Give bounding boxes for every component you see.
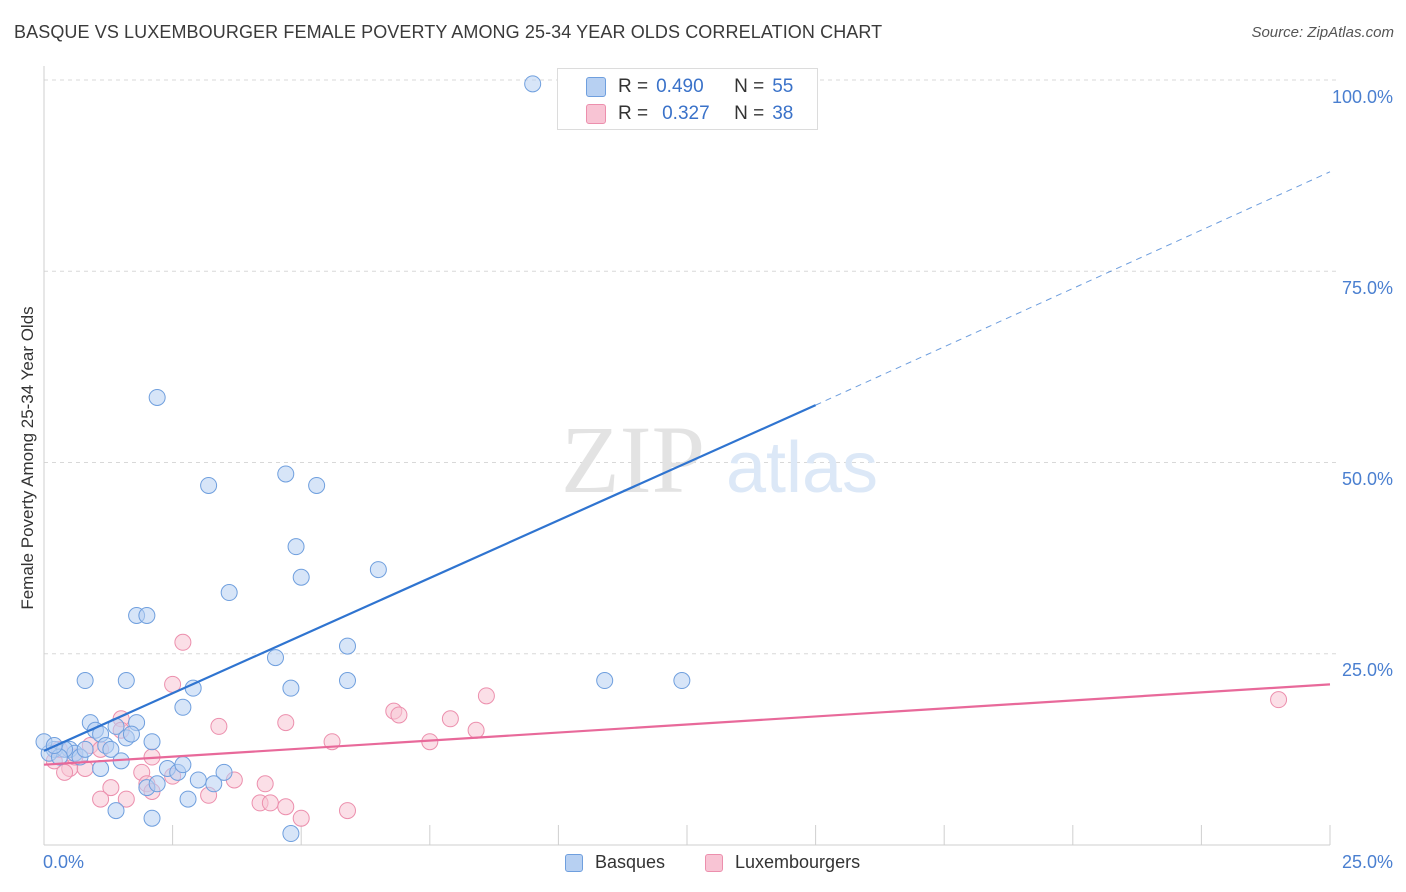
basques-point	[76, 740, 94, 758]
legend-item-luxembourgers[interactable]: Luxembourgers	[705, 852, 860, 873]
luxembourgers-point	[277, 714, 295, 732]
luxembourgers-point	[277, 798, 295, 816]
luxembourgers-point	[102, 779, 120, 797]
luxembourgers-legend-swatch	[705, 853, 723, 872]
chart-title: BASQUE VS LUXEMBOURGER FEMALE POVERTY AM…	[14, 22, 883, 42]
watermark: ZIP atlas	[561, 406, 878, 513]
n-value: 38	[772, 103, 794, 124]
basques-point	[673, 672, 691, 690]
luxembourgers-point	[1270, 691, 1288, 709]
luxembourgers-point	[441, 710, 459, 728]
basques-point	[282, 825, 300, 843]
luxembourgers-point	[261, 794, 279, 812]
basques-point	[266, 649, 284, 667]
luxembourgers-point	[56, 763, 74, 781]
basques-point	[308, 476, 326, 494]
luxembourgers-point	[467, 721, 485, 739]
basques-point	[205, 775, 223, 793]
basques-point	[122, 725, 140, 743]
y-tick-75: 75.0%	[1341, 278, 1393, 298]
legend-label-luxembourgers: Luxembourgers	[735, 852, 861, 872]
basques-point	[117, 672, 135, 690]
basques-point	[174, 698, 192, 716]
basques-swatch	[586, 77, 606, 97]
r-label: R =	[618, 76, 649, 97]
luxembourgers-trend-line	[43, 683, 1331, 766]
luxembourgers-point	[256, 775, 274, 793]
basques-trend-line	[43, 404, 817, 752]
axes	[43, 66, 1331, 846]
basques-point	[148, 388, 166, 406]
basques-point	[179, 790, 197, 808]
basques-point	[102, 740, 120, 758]
basques-point	[292, 568, 310, 586]
source-label: Source: ZipAtlas.com	[1251, 24, 1394, 41]
r-value: 0.327	[662, 103, 710, 124]
basques-point	[148, 775, 166, 793]
basques-point	[220, 584, 238, 602]
bottom-legend: Basques Luxembourgers	[0, 852, 1406, 878]
y-tick-50: 50.0%	[1341, 469, 1393, 489]
basques-point	[215, 763, 233, 781]
n-label: N =	[734, 76, 765, 97]
basques-point	[189, 771, 207, 789]
r-label: R =	[618, 103, 649, 124]
luxembourgers-point	[338, 802, 356, 820]
basques-point	[524, 75, 542, 93]
n-value: 55	[772, 76, 794, 97]
y-tick-25: 25.0%	[1341, 660, 1393, 680]
stats-row-basques: R = 0.490 N = 55	[558, 74, 793, 100]
basques-point	[76, 672, 94, 690]
grid-lines	[44, 79, 1336, 655]
basques-point	[369, 561, 387, 579]
basques-point	[174, 756, 192, 774]
basques-point	[338, 637, 356, 655]
legend-label-basques: Basques	[595, 852, 666, 872]
luxembourgers-point	[477, 687, 495, 705]
x-tick-min: 0.0%	[43, 852, 85, 872]
basques-point	[107, 802, 125, 820]
luxembourgers-swatch	[586, 104, 606, 124]
x-tick-max: 25.0%	[1341, 852, 1393, 872]
legend-item-basques[interactable]: Basques	[565, 852, 665, 873]
basques-legend-swatch	[565, 853, 583, 872]
basques-points	[35, 75, 691, 843]
luxembourgers-point	[292, 809, 310, 827]
basques-point	[282, 679, 300, 697]
stats-legend: R = 0.490 N = 55 R = 0.327 N = 38	[557, 68, 818, 130]
basques-point	[287, 538, 305, 556]
basques-point	[92, 760, 110, 777]
basques-point	[200, 476, 218, 494]
r-value: 0.490	[656, 76, 704, 97]
luxembourgers-point	[117, 790, 135, 808]
luxembourgers-point	[390, 706, 408, 724]
trend-lines	[43, 171, 1331, 766]
basques-point	[338, 672, 356, 690]
basques-point	[596, 672, 614, 690]
luxembourgers-point	[174, 633, 192, 651]
watermark-atlas: atlas	[726, 428, 878, 508]
basques-trend-extension	[815, 171, 1331, 406]
n-label: N =	[734, 103, 765, 124]
luxembourgers-points	[45, 633, 1288, 827]
basques-point	[143, 809, 161, 827]
basques-point	[138, 607, 156, 624]
luxembourgers-point	[92, 790, 110, 808]
basques-point	[277, 465, 295, 483]
watermark-zip: ZIP	[561, 406, 705, 513]
stats-row-luxembourgers: R = 0.327 N = 38	[558, 101, 793, 127]
basques-point	[143, 733, 161, 751]
luxembourgers-point	[210, 717, 228, 735]
y-tick-100: 100.0%	[1331, 87, 1393, 107]
